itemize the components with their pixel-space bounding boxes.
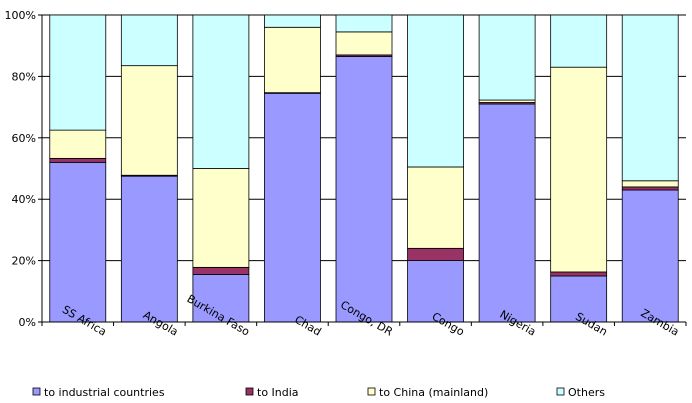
bar-segment — [264, 14, 321, 28]
bar-segment — [621, 189, 679, 323]
bar-segment — [335, 56, 393, 323]
bar-segment — [407, 166, 464, 249]
y-tick-labels: 0% 20% 40% 60% 80% 100% — [5, 9, 36, 329]
y-tick-label: 20% — [12, 255, 36, 268]
bar-segment — [49, 14, 107, 131]
legend-swatch — [367, 387, 376, 396]
bar-segment — [192, 266, 250, 275]
bar-segment — [621, 14, 679, 182]
bar-segment — [192, 168, 250, 268]
y-tick-label: 80% — [12, 70, 36, 83]
bar-segment — [335, 14, 393, 33]
bar-segment — [49, 161, 107, 323]
bar-segment — [120, 175, 178, 323]
bar-segment — [407, 247, 464, 262]
bar-segment — [407, 260, 464, 323]
axes — [38, 14, 687, 326]
bars — [49, 14, 679, 323]
bar-segment — [478, 103, 536, 323]
legend-label: Others — [568, 386, 605, 399]
y-tick-label: 60% — [12, 132, 36, 145]
bar-segment — [550, 271, 608, 277]
bar-segment — [120, 65, 178, 176]
legend-swatch — [245, 387, 254, 396]
y-tick-label: 0% — [19, 316, 36, 329]
bar-segment — [621, 186, 679, 191]
bar-segment — [192, 14, 250, 169]
legend-label: to China (mainland) — [379, 386, 488, 399]
y-tick-label: 40% — [12, 193, 36, 206]
bar-segment — [407, 14, 464, 168]
legend-label: to industrial countries — [44, 386, 165, 399]
bar-segment — [264, 26, 321, 94]
bar-segment — [478, 14, 536, 101]
legend-swatch — [32, 387, 41, 396]
legend-label: to India — [257, 386, 299, 399]
y-tick-label: 100% — [5, 9, 36, 22]
bar-segment — [621, 180, 679, 188]
bar-segment — [335, 31, 393, 56]
bar-segment — [550, 66, 608, 273]
legend-swatch — [556, 387, 565, 396]
bar-segment — [49, 129, 107, 159]
legend: to industrial countries to India to China … — [32, 386, 605, 399]
bar-segment — [49, 157, 107, 163]
bar-segment — [550, 14, 608, 68]
bar-segment — [120, 14, 178, 67]
bar-segment — [264, 92, 321, 323]
